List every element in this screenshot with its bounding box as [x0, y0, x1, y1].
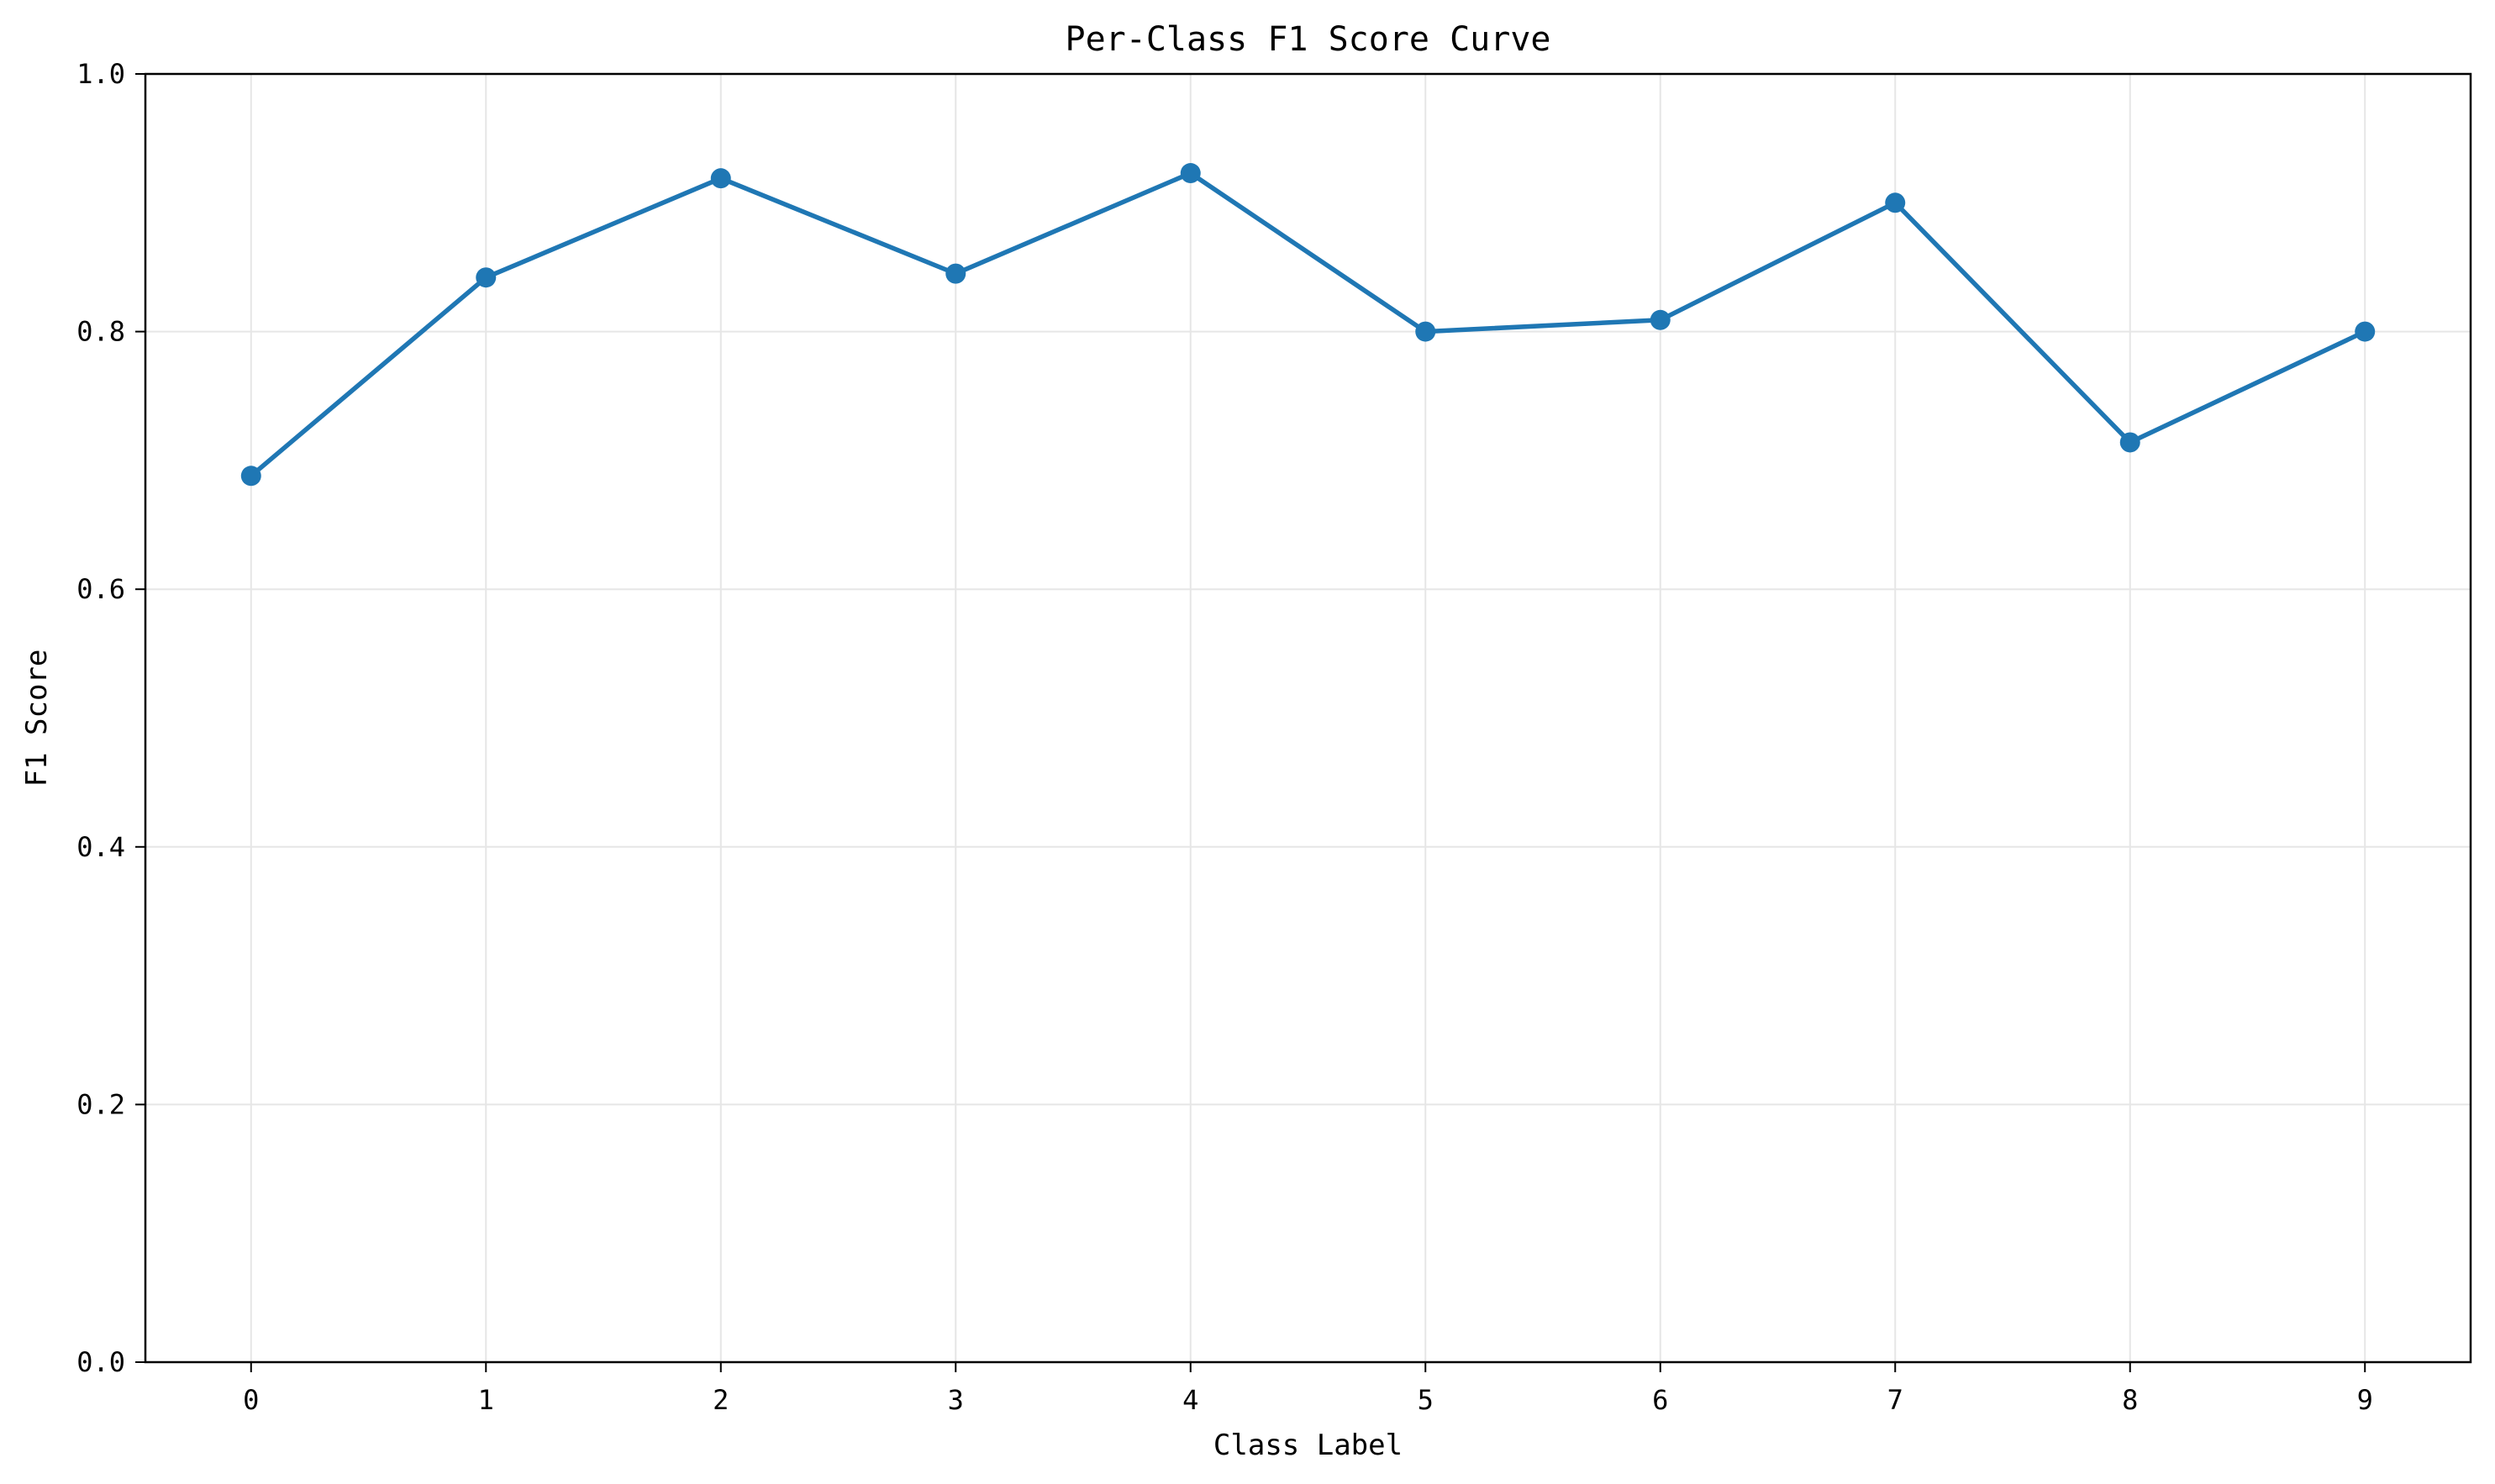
x-tick-label: 2	[713, 1384, 729, 1416]
y-tick-label: 1.0	[76, 58, 125, 90]
data-point	[1415, 321, 1436, 342]
data-point	[1885, 192, 1906, 213]
x-axis-ticks: 0 1 2 3 4 5 6 7 8 9	[243, 1362, 2373, 1416]
series-line-layer	[249, 171, 2367, 479]
y-axis-ticks: 0.0 0.2 0.4 0.6 0.8 1.0	[76, 58, 145, 1378]
data-point	[240, 466, 261, 487]
y-axis-label: F1 Score	[20, 650, 54, 787]
y-tick-label: 0.2	[76, 1088, 125, 1120]
y-tick-label: 0.6	[76, 573, 125, 605]
data-point	[710, 168, 731, 189]
x-tick-label: 5	[1418, 1384, 1434, 1416]
data-point	[945, 263, 966, 284]
data-point	[2119, 432, 2140, 453]
data-point	[2355, 321, 2376, 342]
x-tick-label: 3	[948, 1384, 964, 1416]
x-axis-label: Class Label	[1213, 1429, 1403, 1462]
x-tick-label: 7	[1887, 1384, 1903, 1416]
data-point-layer	[240, 163, 2376, 487]
data-point	[1650, 309, 1671, 330]
x-tick-label: 9	[2357, 1384, 2373, 1416]
data-point	[476, 267, 497, 288]
x-tick-label: 4	[1182, 1384, 1198, 1416]
y-tick-label: 0.4	[76, 831, 125, 863]
y-tick-label: 0.8	[76, 316, 125, 348]
x-tick-label: 0	[243, 1384, 259, 1416]
x-tick-label: 1	[478, 1384, 494, 1416]
series-line	[249, 171, 2367, 479]
data-point	[1180, 163, 1201, 184]
chart-title: Per-Class F1 Score Curve	[1066, 20, 1551, 59]
x-tick-label: 8	[2122, 1384, 2138, 1416]
y-tick-label: 0.0	[76, 1346, 125, 1378]
x-tick-label: 6	[1652, 1384, 1668, 1416]
plot-area-frame	[144, 72, 2472, 1364]
